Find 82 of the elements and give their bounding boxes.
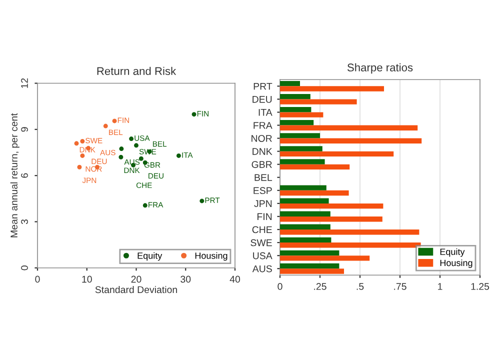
bar (280, 237, 332, 243)
x-tick-label: 40 (230, 276, 240, 283)
y-tick-label: DEU (252, 96, 272, 103)
y-tick-label: ITA (258, 109, 272, 116)
y-tick-label: 6 (21, 173, 28, 178)
y-tick-label: GBR (252, 161, 272, 168)
y-tick-label: PRT (254, 82, 272, 90)
y-tick-label: 9 (21, 127, 28, 132)
point (103, 124, 108, 128)
y-tick-label: CHE (252, 226, 272, 234)
legend-label: Housing (195, 252, 228, 261)
y-tick-label: AUS (252, 265, 272, 272)
y-tick-label: FIN (258, 213, 272, 220)
x-tick-label: 1 (438, 283, 442, 290)
bar (280, 125, 418, 130)
bar (280, 242, 421, 248)
bar (280, 263, 340, 269)
bar (280, 268, 344, 274)
point (77, 164, 82, 170)
point (80, 139, 85, 144)
y-tick-label: 0 (21, 266, 28, 270)
x-tick-label: 0 (35, 276, 40, 283)
bar (280, 151, 394, 157)
chart-title: Return and Risk (97, 66, 176, 76)
y-tick-label: USA (253, 252, 272, 260)
bar (280, 94, 310, 100)
bar (280, 198, 329, 204)
x-tick-label: .25 (314, 283, 326, 290)
bar (280, 159, 325, 164)
x-tick-label: 30 (180, 276, 191, 283)
point (112, 118, 117, 124)
bar (280, 107, 312, 112)
bar (280, 86, 384, 92)
point (74, 141, 79, 146)
bar (280, 164, 350, 170)
y-tick-label: JPN (254, 200, 272, 208)
x-tick-label: 0 (278, 283, 282, 290)
point (118, 154, 124, 160)
legend-label: Equity (440, 248, 465, 257)
y-axis-title: Mean annual return, per cent (10, 113, 20, 238)
point (134, 143, 138, 148)
bar (280, 203, 384, 209)
point (176, 153, 181, 158)
point (138, 156, 144, 161)
x-tick-label: .5 (356, 283, 364, 290)
y-tick-label: BEL (254, 174, 272, 181)
x-tick-label: 1.25 (471, 283, 490, 290)
y-tick-label: SWE (250, 239, 272, 246)
bar (280, 216, 382, 222)
legend-label: Equity (138, 252, 162, 261)
bar (280, 250, 340, 256)
y-tick-label: FRA (254, 122, 272, 129)
bar (280, 224, 330, 230)
y-tick-label: NOR (252, 135, 272, 142)
x-axis-title: Standard Deviation (95, 286, 177, 294)
bar (280, 146, 322, 152)
bar (280, 190, 349, 196)
bar (280, 230, 420, 235)
bar (280, 133, 320, 138)
legend-label: Housing (440, 259, 472, 268)
x-tick-label: 10 (82, 276, 92, 283)
y-tick-label: ESP (254, 187, 272, 194)
bar (280, 112, 324, 118)
bar (280, 138, 422, 144)
point (200, 198, 204, 204)
x-tick-label: 20 (131, 276, 142, 283)
chart-title: Sharpe ratios (347, 63, 413, 74)
bar (280, 185, 326, 190)
point (129, 136, 134, 142)
point (80, 153, 85, 158)
bar (280, 211, 330, 216)
point (192, 112, 196, 117)
bar (280, 80, 300, 86)
y-tick-label: 12 (21, 78, 28, 88)
bar (280, 256, 370, 261)
x-tick-label: .75 (394, 283, 406, 290)
bar (280, 99, 357, 104)
bar (280, 120, 314, 126)
point (142, 203, 148, 208)
y-tick-label: 3 (21, 219, 28, 224)
y-tick-label: DNK (252, 148, 272, 155)
point (119, 146, 124, 152)
